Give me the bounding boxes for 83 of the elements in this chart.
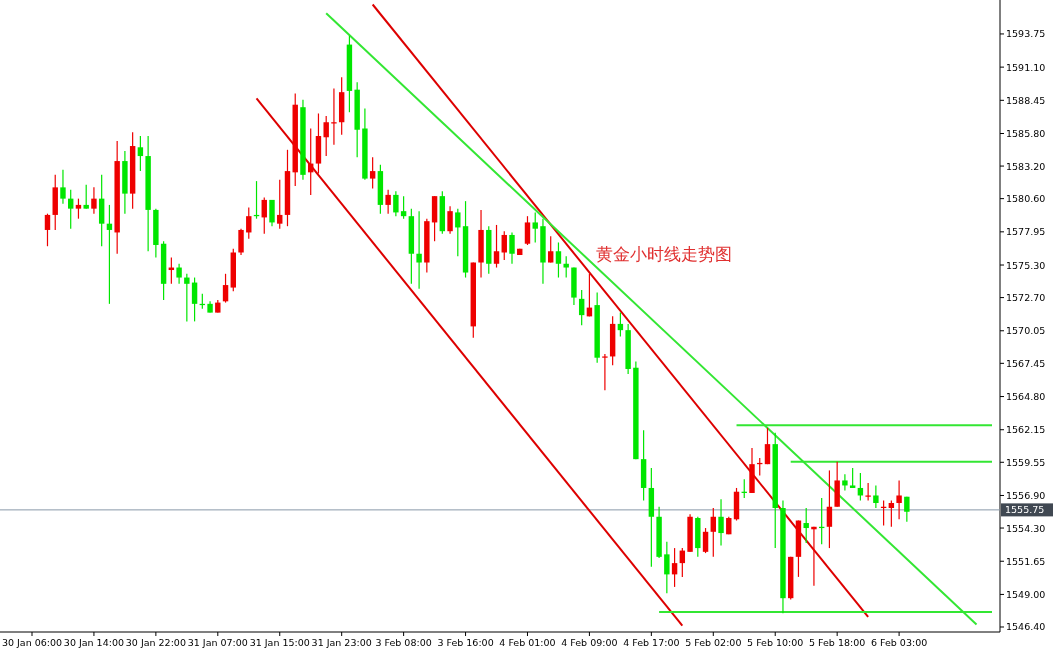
candlestick <box>83 184 89 210</box>
candlestick <box>246 206 252 240</box>
candlestick <box>718 498 724 547</box>
y-tick-label: 1554.30 <box>1006 522 1046 534</box>
candlestick <box>222 273 229 304</box>
candlestick <box>60 169 66 205</box>
x-tick-label: 3 Feb 08:00 <box>375 637 432 648</box>
y-tick-label: 1580.60 <box>1006 193 1046 205</box>
candlestick <box>44 213 51 247</box>
candlestick <box>671 547 678 588</box>
x-tick-label: 5 Feb 02:00 <box>685 637 742 648</box>
candlestick <box>803 507 809 544</box>
candlestick <box>764 427 771 465</box>
x-tick-label: 4 Feb 01:00 <box>499 637 556 648</box>
candlestick <box>447 205 453 235</box>
y-tick-label: 1577.95 <box>1006 226 1046 238</box>
candlestick <box>137 135 144 172</box>
candlestick <box>269 199 275 227</box>
candlestick <box>710 507 716 558</box>
candlestick <box>493 224 500 269</box>
y-tick-label: 1562.15 <box>1006 424 1046 436</box>
candlestick <box>385 189 391 215</box>
x-tick-label: 31 Jan 07:00 <box>187 637 248 648</box>
candlestick <box>842 473 848 492</box>
candlestick <box>184 273 190 322</box>
candlestick <box>702 527 709 554</box>
y-tick-label: 1567.45 <box>1006 357 1046 369</box>
candlestick <box>849 467 856 489</box>
y-tick-label: 1588.45 <box>1006 94 1046 106</box>
y-tick-label: 1564.80 <box>1006 391 1046 403</box>
y-tick-label: 1572.70 <box>1006 292 1046 304</box>
candlestick <box>75 198 82 220</box>
candlestick <box>323 115 329 157</box>
candlestick <box>238 228 244 256</box>
x-tick-label: 31 Jan 23:00 <box>311 637 372 648</box>
candlestick <box>416 210 422 290</box>
candlestick <box>369 156 376 190</box>
y-tick-label: 1575.30 <box>1006 259 1046 271</box>
y-tick-label: 1585.80 <box>1006 128 1046 140</box>
x-tick-label: 5 Feb 10:00 <box>747 637 804 648</box>
x-tick-label: 6 Feb 03:00 <box>870 637 928 648</box>
candlestick <box>664 541 670 594</box>
candlestick <box>532 211 538 244</box>
candlestick <box>524 215 531 246</box>
candlestick <box>555 241 562 279</box>
candlestick <box>277 179 283 230</box>
y-tick-label: 1549.00 <box>1006 588 1046 600</box>
y-tick-label: 1593.75 <box>1006 28 1046 40</box>
candlestick <box>826 469 833 549</box>
x-tick-label: 3 Feb 16:00 <box>437 637 494 648</box>
y-tick-label: 1556.90 <box>1006 489 1046 501</box>
y-tick-label: 1551.65 <box>1006 555 1046 567</box>
y-tick-label: 1591.10 <box>1006 61 1046 73</box>
x-tick-label: 30 Jan 06:00 <box>1 637 63 648</box>
candlestick <box>873 484 879 509</box>
x-tick-label: 4 Feb 09:00 <box>561 637 618 648</box>
candlestick <box>400 195 407 220</box>
x-tick-label: 30 Jan 14:00 <box>63 637 125 648</box>
candlestick <box>176 263 182 285</box>
y-tick-label: 1583.20 <box>1006 160 1046 172</box>
candlestick <box>455 208 461 257</box>
candlestick <box>191 276 198 322</box>
candlestick <box>888 499 895 528</box>
x-tick-label: 30 Jan 22:00 <box>125 637 186 648</box>
x-tick-label: 4 Feb 17:00 <box>623 637 680 648</box>
candlestick <box>68 189 74 230</box>
candlestick <box>91 186 97 215</box>
candlestick <box>904 496 910 523</box>
candlestick <box>509 231 515 265</box>
candlestick <box>563 255 569 279</box>
text: 黄金小时线走势图 <box>596 244 732 264</box>
candlestick <box>602 353 608 391</box>
candlestick <box>578 289 585 326</box>
candlestick <box>393 190 399 217</box>
y-tick-label: 1559.55 <box>1006 456 1046 468</box>
x-tick-label: 5 Feb 18:00 <box>809 637 866 648</box>
y-tick-label: 1546.40 <box>1006 621 1046 633</box>
candlestick <box>896 479 902 520</box>
y-tick-label: 1570.05 <box>1006 325 1046 337</box>
candlestick <box>548 235 554 264</box>
x-tick-label: 31 Jan 15:00 <box>249 637 310 648</box>
ref-line-label: 1555.75 <box>1005 504 1045 516</box>
candlestick <box>865 482 871 502</box>
